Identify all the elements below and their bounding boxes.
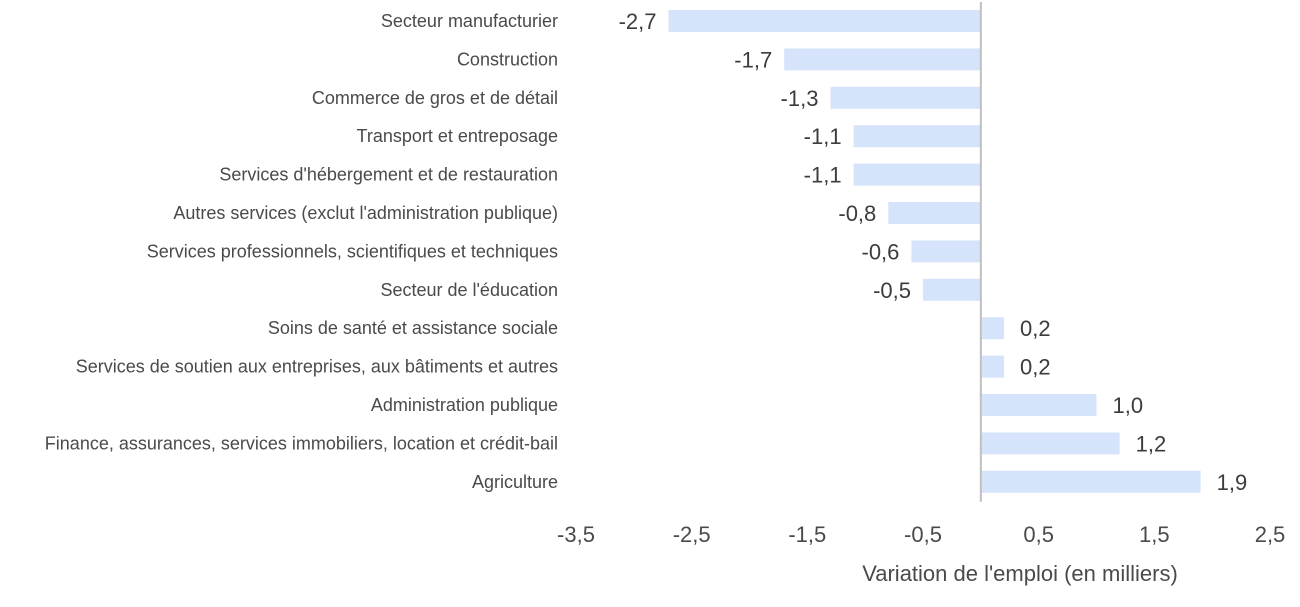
data-label: -1,3 (781, 86, 819, 111)
data-label: -0,5 (873, 278, 911, 303)
value-labels: -2,7 -1,7 -1,3 -1,1 -1,1 -0,8 -0,6 -0,5 0,2 0,2 1,… (619, 9, 1248, 495)
bar (853, 125, 981, 148)
category-label: Secteur manufacturier (381, 11, 558, 31)
bar (980, 317, 1004, 340)
x-tick-label: -0,5 (904, 522, 942, 547)
category-label: Transport et entreposage (357, 126, 558, 146)
x-tick-label: 0,5 (1023, 522, 1054, 547)
data-label: -2,7 (619, 9, 657, 34)
x-tick-label: 1,5 (1139, 522, 1170, 547)
bar (668, 10, 981, 32)
category-label: Services d'hébergement et de restauratio… (219, 165, 558, 185)
bars-layer (668, 10, 1201, 493)
category-label: Secteur de l'éducation (380, 280, 558, 300)
category-label: Commerce de gros et de détail (312, 88, 558, 108)
data-label: -1,7 (734, 47, 772, 72)
x-tick-label: 2,5 (1255, 522, 1286, 547)
x-axis-title: Variation de l'emploi (en milliers) (862, 561, 1178, 586)
bar (980, 432, 1120, 455)
category-label: Services de soutien aux entreprises, aux… (76, 357, 558, 377)
data-label: 1,0 (1113, 393, 1144, 418)
category-label: Construction (457, 49, 558, 69)
data-label: -0,8 (838, 201, 876, 226)
data-label: 0,2 (1020, 316, 1051, 341)
category-labels: Secteur manufacturier Construction Commerc… (45, 11, 558, 492)
x-tick-label: -3,5 (557, 522, 595, 547)
category-label: Finance, assurances, services immobilier… (45, 433, 558, 453)
data-label: -0,6 (862, 239, 900, 264)
bar (923, 278, 981, 301)
x-tick-label: -1,5 (788, 522, 826, 547)
bar (784, 48, 981, 71)
category-label: Agriculture (472, 472, 558, 492)
category-label: Services professionnels, scientifiques e… (147, 241, 558, 261)
category-label: Administration publique (371, 395, 558, 415)
bar (980, 394, 1097, 416)
data-label: -1,1 (804, 124, 842, 149)
data-label: 1,9 (1217, 470, 1248, 495)
bar (888, 202, 981, 224)
bar (911, 240, 981, 263)
category-label: Soins de santé et assistance sociale (268, 318, 558, 338)
category-label: Autres services (exclut l'administration… (173, 203, 558, 223)
bar (853, 163, 981, 186)
x-tick-label: -2,5 (673, 522, 711, 547)
x-axis-ticks: -3,5 -2,5 -1,5 -0,5 0,5 1,5 2,5 (557, 522, 1285, 547)
bar (830, 86, 981, 109)
bar (980, 470, 1201, 493)
data-label: -1,1 (804, 163, 842, 188)
data-label: 1,2 (1136, 431, 1167, 456)
bar (980, 355, 1004, 378)
data-label: 0,2 (1020, 355, 1051, 380)
